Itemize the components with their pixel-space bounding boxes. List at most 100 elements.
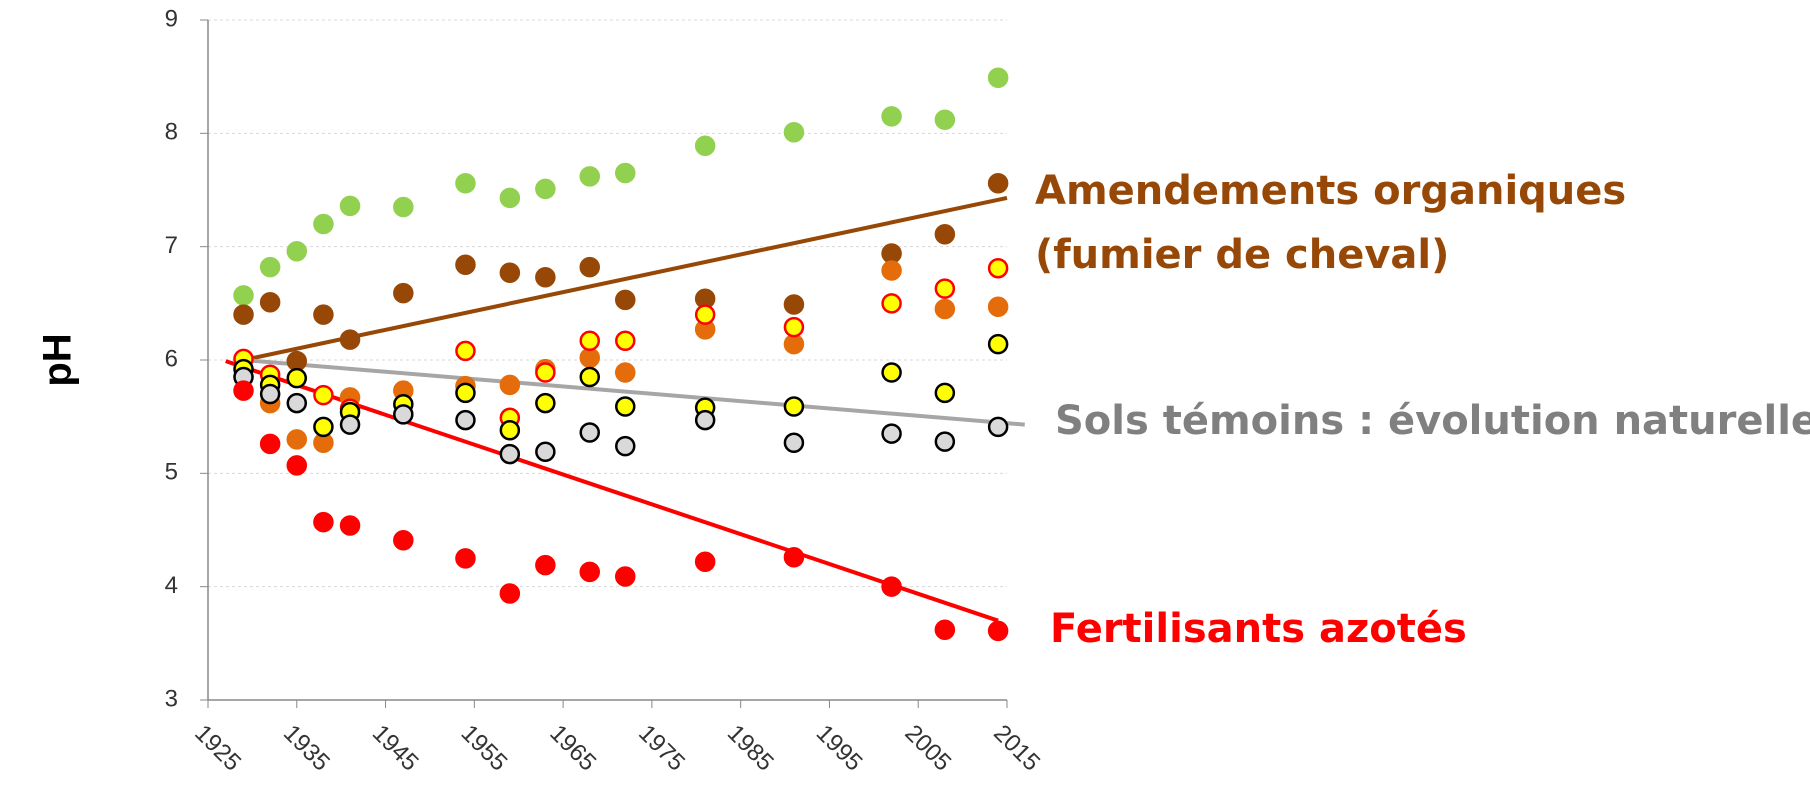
point — [313, 213, 334, 235]
point — [535, 554, 556, 576]
point — [987, 172, 1009, 194]
point — [499, 262, 521, 283]
point — [783, 294, 805, 315]
point — [286, 367, 308, 389]
point — [313, 511, 334, 533]
point — [535, 441, 556, 463]
x-tick-label: 1925 — [189, 720, 246, 777]
point — [259, 256, 281, 278]
point — [455, 409, 476, 431]
point — [579, 256, 600, 278]
point — [579, 166, 600, 187]
point — [286, 455, 308, 476]
x-tick-label: 1945 — [367, 720, 424, 777]
point — [615, 362, 636, 383]
point — [881, 423, 902, 444]
point — [499, 420, 521, 441]
point — [615, 330, 636, 351]
point — [579, 330, 600, 351]
point — [783, 333, 805, 355]
point — [455, 172, 476, 194]
point — [881, 106, 902, 127]
point — [579, 561, 600, 583]
point — [233, 380, 254, 401]
y-tick-label: 6 — [165, 345, 178, 372]
x-tick-label: 1935 — [278, 720, 335, 777]
x-tick-label: 2015 — [988, 720, 1045, 777]
x-tick-label: 1995 — [811, 720, 868, 777]
point — [259, 383, 281, 405]
point — [615, 396, 636, 417]
point — [535, 362, 556, 383]
point — [393, 282, 414, 304]
point — [881, 293, 902, 314]
point — [286, 350, 308, 372]
point — [934, 298, 956, 320]
annotation: Fertilisants azotés — [1050, 606, 1467, 652]
point — [694, 551, 716, 572]
y-tick-label: 7 — [165, 232, 178, 259]
point — [934, 278, 956, 299]
point — [499, 187, 521, 209]
point — [535, 392, 556, 414]
point — [286, 240, 308, 262]
point — [881, 362, 902, 383]
point — [615, 435, 636, 457]
point — [259, 291, 281, 313]
point — [987, 416, 1009, 438]
point — [535, 178, 556, 200]
x-tick-label: 2005 — [899, 720, 956, 777]
point — [694, 135, 716, 157]
point — [455, 382, 476, 404]
point — [934, 431, 956, 452]
y-tick-label: 5 — [165, 459, 178, 486]
point — [579, 347, 600, 368]
point — [987, 620, 1009, 642]
point — [499, 374, 521, 396]
point — [233, 304, 254, 325]
point — [783, 121, 805, 143]
annotation: (fumier de cheval) — [1035, 232, 1449, 278]
y-tick-label: 8 — [165, 119, 178, 146]
point — [313, 416, 334, 438]
point — [783, 546, 805, 568]
trend-line — [243, 358, 1025, 427]
annotation: Sols témoins : évolution naturelle — [1055, 398, 1810, 444]
point — [339, 195, 361, 217]
point — [233, 285, 254, 306]
point — [987, 257, 1009, 279]
point — [783, 396, 805, 417]
annotation: Amendements organiques — [1035, 168, 1626, 214]
point — [393, 404, 414, 425]
point — [615, 566, 636, 587]
point — [499, 583, 521, 604]
y-tick-label: 4 — [165, 572, 178, 599]
y-tick-label: 3 — [165, 685, 178, 712]
point — [987, 333, 1009, 355]
point — [535, 267, 556, 288]
x-tick-label: 1955 — [456, 720, 513, 777]
point — [694, 409, 716, 431]
point — [393, 196, 414, 218]
y-axis-label: pH — [36, 333, 80, 386]
point — [339, 515, 361, 536]
point — [313, 304, 334, 325]
x-tick-label: 1975 — [633, 720, 690, 777]
point — [783, 432, 805, 453]
point — [579, 422, 600, 443]
point — [339, 414, 361, 435]
y-tick-label: 9 — [165, 5, 178, 32]
point — [615, 289, 636, 311]
point — [455, 254, 476, 276]
x-tick-label: 1965 — [544, 720, 601, 777]
point — [934, 109, 956, 130]
x-tick-label: 1985 — [722, 720, 779, 777]
point — [934, 382, 956, 404]
point — [881, 260, 902, 281]
point — [455, 340, 476, 362]
point — [393, 529, 414, 551]
point — [934, 223, 956, 245]
point — [987, 296, 1009, 317]
point — [694, 304, 716, 325]
